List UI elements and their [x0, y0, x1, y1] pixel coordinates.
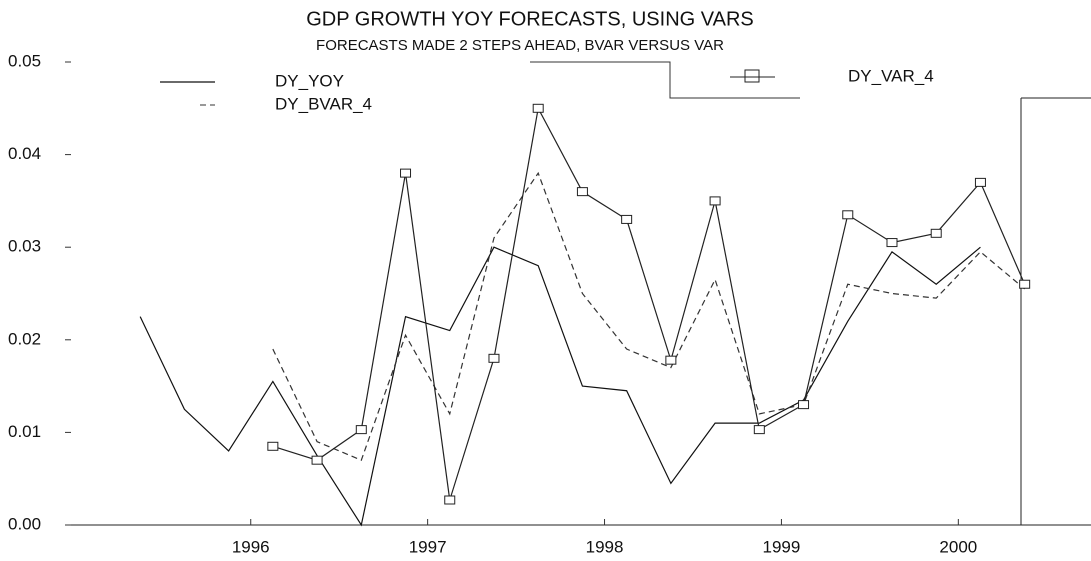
point-marker — [355, 425, 367, 435]
point-marker — [886, 238, 898, 248]
chart-title: GDP GROWTH YOY FORECASTS, USING VARS — [306, 8, 753, 30]
point-marker — [576, 187, 588, 197]
legend-label: DY_YOY — [275, 71, 344, 90]
y-tick-label: 0.03 — [8, 237, 41, 256]
point-marker — [753, 425, 765, 435]
point-marker — [709, 196, 721, 206]
series-line — [272, 171, 1026, 461]
y-tick-label: 0.02 — [8, 329, 41, 348]
x-tick-label: 1998 — [586, 537, 624, 556]
point-marker — [798, 400, 810, 410]
legend-label: DY_VAR_4 — [848, 66, 934, 85]
point-marker — [1019, 279, 1031, 289]
y-tick-label: 0.04 — [8, 144, 41, 163]
chart-subtitle: FORECASTS MADE 2 STEPS AHEAD, BVAR VERSU… — [316, 37, 724, 54]
point-marker — [532, 103, 544, 113]
point-marker — [311, 455, 323, 465]
y-tick-label: 0.05 — [8, 51, 41, 70]
x-tick-label: 1997 — [409, 537, 447, 556]
point-marker — [974, 177, 986, 187]
point-marker — [400, 168, 412, 178]
series-line — [139, 246, 981, 527]
point-marker — [488, 353, 500, 363]
point-marker — [665, 355, 677, 365]
legend-label: DY_BVAR_4 — [275, 94, 372, 113]
x-tick-label: 1999 — [763, 537, 801, 556]
series-line — [272, 106, 1026, 501]
point-marker — [842, 210, 854, 220]
x-tick-label: 2000 — [939, 537, 977, 556]
point-marker — [930, 228, 942, 238]
y-tick-label: 0.00 — [8, 514, 41, 533]
y-tick-label: 0.01 — [8, 422, 41, 441]
point-marker — [621, 214, 633, 224]
legend-marker — [744, 69, 760, 83]
x-tick-label: 1996 — [232, 537, 270, 556]
legend-frame — [530, 61, 800, 99]
point-marker — [267, 441, 279, 451]
point-marker — [444, 495, 456, 505]
